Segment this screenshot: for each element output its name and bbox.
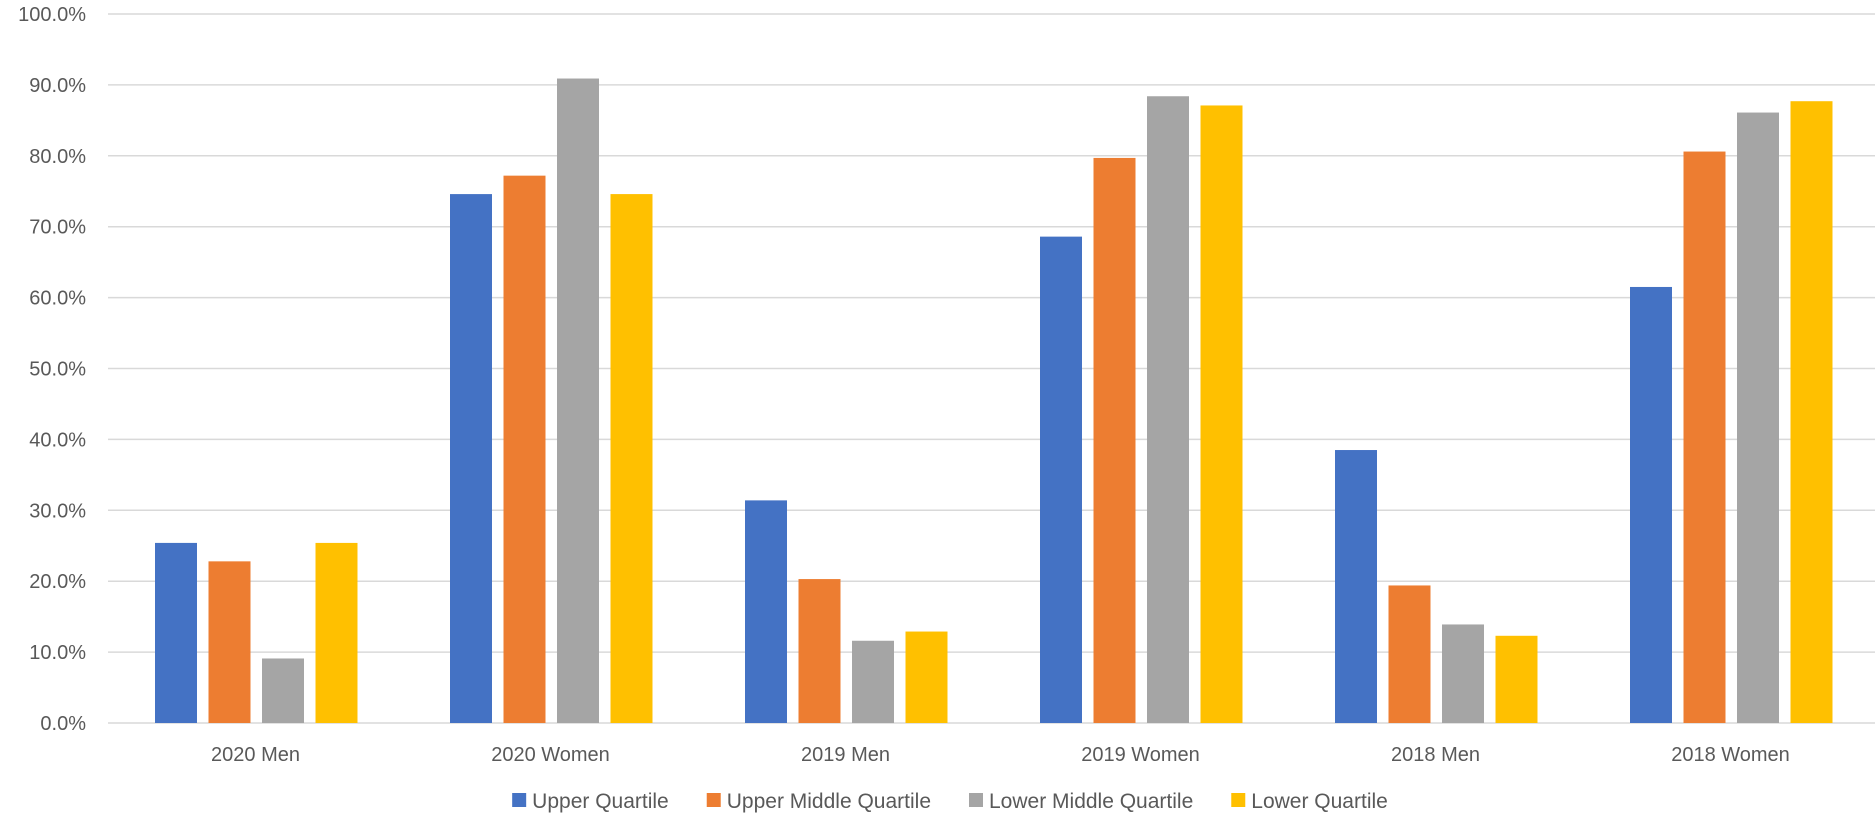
legend-label: Lower Middle Quartile [989,790,1193,813]
bar [450,194,492,723]
legend-label: Upper Quartile [532,790,669,813]
bars [155,78,1833,724]
bar [610,194,653,723]
bar [745,500,787,723]
bar [1093,157,1136,723]
legend: Upper Quartile Upper Middle Quartile Lower… [512,790,1388,813]
legend-label: Upper Middle Quartile [727,790,931,813]
bar [1388,585,1431,723]
y-tick-label: 100.0% [18,4,86,26]
bar [1147,96,1189,723]
legend-swatch [706,793,721,807]
legend-swatch [512,793,527,807]
x-tick-label: 2018 Men [1391,744,1480,766]
y-tick-label: 0.0% [40,713,86,735]
y-tick-label: 60.0% [29,288,86,310]
x-tick-label: 2018 Women [1671,744,1790,766]
bar [905,631,948,723]
bar [315,542,358,723]
y-tick-label: 30.0% [29,500,86,522]
bar [1737,112,1779,723]
bar [1630,286,1672,723]
bar [557,78,599,724]
y-tick-label: 20.0% [29,571,86,593]
bar [503,175,546,724]
bar [1040,236,1082,723]
bar [852,640,894,723]
y-tick-label: 50.0% [29,359,86,381]
bar [1442,624,1484,723]
bar [208,561,251,723]
legend-swatch [969,793,983,807]
x-tick-label: 2020 Women [491,744,610,766]
x-tick-label: 2020 Men [211,744,300,766]
bar [1495,635,1538,723]
x-tick-label: 2019 Women [1081,744,1200,766]
bar [798,579,841,723]
x-tick-label: 2019 Men [801,744,890,766]
y-tick-label: 40.0% [29,429,86,451]
bar [1790,101,1833,723]
bar [1335,450,1377,723]
bar [155,542,197,723]
x-axis-tick-labels: 2020 Men 2020 Women 2019 Men 2019 Women 2018… [211,744,1790,766]
legend-swatch [1231,793,1246,807]
bar [1683,151,1726,723]
y-axis-tick-labels: 0.0% 10.0% 20.0% 30.0% 40.0% 50.0% 60.0% 70.0% 8… [18,4,86,735]
y-tick-label: 80.0% [29,146,86,168]
bar [1200,105,1243,723]
y-tick-label: 70.0% [29,217,86,239]
gridlines [108,13,1875,724]
legend-label: Lower Quartile [1251,790,1388,813]
y-tick-label: 90.0% [29,75,86,97]
y-tick-label: 10.0% [29,642,86,664]
bar [262,658,304,723]
